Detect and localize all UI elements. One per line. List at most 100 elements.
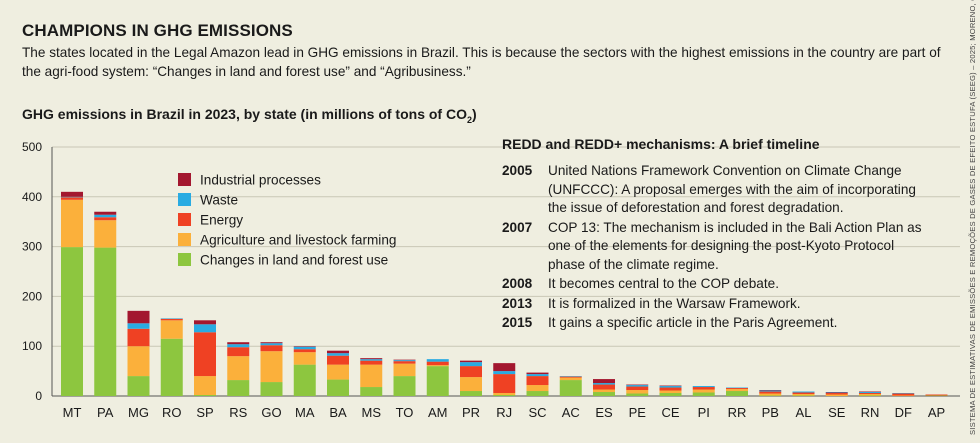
bar-segment bbox=[859, 393, 881, 395]
source-text: SISTEMA DE ESTIMATIVAS DE EMISSÕES E REM… bbox=[968, 0, 977, 435]
bar-segment bbox=[360, 359, 383, 361]
bar-segment bbox=[659, 385, 682, 387]
x-tick-label: DF bbox=[895, 405, 912, 420]
bar-segment bbox=[194, 320, 216, 325]
bar-segment bbox=[61, 199, 83, 248]
bar-segment bbox=[94, 220, 117, 248]
legend-swatch bbox=[178, 173, 191, 186]
bar-segment bbox=[327, 379, 349, 396]
bar-segment bbox=[260, 351, 283, 383]
bar-segment bbox=[559, 376, 582, 377]
x-tick-label: AC bbox=[562, 405, 580, 420]
x-tick-label: SP bbox=[196, 405, 213, 420]
x-tick-label: RJ bbox=[496, 405, 512, 420]
timeline-text: It is formalized in the Warsaw Framework… bbox=[548, 295, 801, 311]
bar-segment bbox=[493, 363, 516, 372]
bar-segment bbox=[859, 394, 881, 396]
timeline-text: It gains a specific article in the Paris… bbox=[548, 315, 838, 330]
x-tick-label: ES bbox=[595, 405, 613, 420]
legend-swatch bbox=[178, 213, 191, 226]
bar-segment bbox=[526, 385, 549, 392]
legend-swatch bbox=[178, 253, 191, 266]
x-tick-label: RO bbox=[162, 405, 182, 420]
bar-segment bbox=[759, 391, 782, 394]
page-title: CHAMPIONS IN GHG EMISSIONS bbox=[22, 21, 293, 40]
timeline-year: 2015 bbox=[502, 315, 533, 330]
bar-segment bbox=[293, 364, 316, 396]
bar-segment bbox=[626, 390, 649, 394]
bar-segment bbox=[825, 394, 848, 396]
x-tick-label: AP bbox=[928, 405, 945, 420]
bar-segment bbox=[61, 196, 83, 198]
chart-title-main: GHG emissions in Brazil in 2023, by stat… bbox=[22, 106, 467, 122]
bar-segment bbox=[526, 372, 549, 375]
x-tick-label: RN bbox=[861, 405, 880, 420]
page-description: The states located in the Legal Amazon l… bbox=[22, 45, 941, 79]
bar-segment bbox=[160, 318, 183, 321]
y-tick-label: 500 bbox=[22, 140, 42, 154]
bar-segment bbox=[792, 395, 815, 397]
bar-segment bbox=[393, 376, 416, 396]
bar-segment bbox=[526, 374, 549, 377]
bar-segment bbox=[792, 394, 815, 396]
bar-segment bbox=[493, 393, 516, 396]
bar-segment bbox=[94, 214, 117, 218]
timeline-year: 2007 bbox=[502, 219, 533, 235]
source-note: SISTEMA DE ESTIMATIVAS DE EMISSÕES E REM… bbox=[965, 0, 977, 440]
bar-segment bbox=[360, 360, 383, 365]
timeline-year: 2005 bbox=[502, 163, 533, 178]
chart-title: GHG emissions in Brazil in 2023, by stat… bbox=[22, 106, 477, 125]
bar-segment bbox=[825, 392, 848, 393]
bar-segment bbox=[593, 392, 615, 396]
bar-segment bbox=[726, 391, 748, 396]
x-tick-label: PI bbox=[698, 405, 710, 420]
timeline-item: 2005 United Nations Framework Convention … bbox=[502, 162, 922, 218]
bar-segment bbox=[759, 393, 782, 396]
bar-segment bbox=[726, 389, 748, 392]
bar-segment bbox=[426, 361, 449, 366]
bar-segment bbox=[892, 393, 915, 396]
bar-segment bbox=[892, 395, 915, 397]
bar-segment bbox=[925, 395, 948, 397]
bar-segment bbox=[293, 346, 316, 350]
bar-segment bbox=[227, 356, 250, 381]
bar-segment bbox=[160, 320, 183, 339]
timeline-item: 2007 COP 13: The mechanism is included in… bbox=[502, 219, 922, 275]
bar-segment bbox=[260, 342, 283, 344]
bar-segment bbox=[393, 360, 416, 362]
x-tick-label: AL bbox=[796, 405, 812, 420]
x-tick-label: AM bbox=[428, 405, 448, 420]
timeline-text: United Nations Framework Convention on C… bbox=[548, 163, 916, 215]
timeline-text: COP 13: The mechanism is included in the… bbox=[548, 219, 922, 272]
timeline-item: 2015 It gains a specific article in the P… bbox=[502, 314, 922, 333]
bar-segment bbox=[626, 386, 649, 391]
bar-segment bbox=[160, 338, 183, 396]
bar-segment bbox=[293, 352, 316, 365]
bar-segment bbox=[825, 392, 848, 394]
bar-segment bbox=[194, 324, 216, 333]
bar-segment bbox=[293, 346, 316, 347]
bar-segment bbox=[692, 386, 715, 388]
legend-label: Waste bbox=[200, 193, 238, 208]
bar-segment bbox=[94, 247, 117, 396]
bar-segment bbox=[726, 387, 748, 389]
x-tick-label: SE bbox=[828, 405, 846, 420]
bar-segment bbox=[759, 395, 782, 397]
bar-segment bbox=[94, 211, 117, 215]
bar-segment bbox=[659, 390, 682, 394]
bar-segment bbox=[925, 394, 948, 396]
bar-segment bbox=[659, 387, 682, 391]
legend-label: Agriculture and livestock farming bbox=[200, 233, 396, 248]
bar-segment bbox=[194, 395, 216, 396]
y-tick-label: 100 bbox=[22, 339, 42, 353]
bar-segment bbox=[327, 364, 349, 380]
bar-segment bbox=[260, 345, 283, 352]
legend-swatch bbox=[178, 233, 191, 246]
bar-segment bbox=[493, 395, 516, 396]
timeline-year: 2013 bbox=[502, 295, 533, 311]
bar-segment bbox=[526, 376, 549, 386]
x-tick-label: TO bbox=[396, 405, 414, 420]
legend-label: Energy bbox=[200, 213, 243, 228]
bar-segment bbox=[194, 332, 216, 377]
x-tick-label: MA bbox=[295, 405, 315, 420]
